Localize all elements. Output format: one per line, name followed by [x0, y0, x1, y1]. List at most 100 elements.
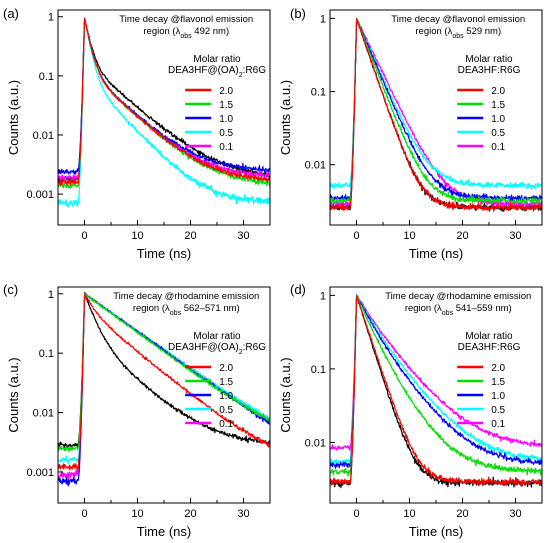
- y-axis-title: Counts (a.u.): [278, 357, 293, 432]
- legend-label: 1.5: [491, 100, 505, 111]
- legend-label: 1.5: [491, 377, 505, 388]
- legend-label: 2.0: [219, 86, 233, 97]
- annotation-line: region (λobs 541–559 nm): [405, 303, 512, 317]
- series-line-2.0: [58, 18, 270, 187]
- series-line-0.1: [58, 292, 270, 481]
- y-axis-title: Counts (a.u.): [278, 80, 293, 155]
- y-tick-label: 0.001: [26, 189, 54, 201]
- legend-title: DEA3HF:R6G: [458, 65, 521, 76]
- y-tick-label: 0.001: [26, 467, 54, 479]
- legend-label: 0.5: [219, 405, 233, 416]
- x-tick-label: 10: [403, 230, 415, 242]
- annotation-line: Time decay @flavonol emission: [391, 14, 525, 25]
- series-line-0.5: [58, 18, 270, 208]
- plot-frame: [329, 9, 543, 226]
- series-group: [58, 17, 270, 208]
- x-tick-label: 0: [353, 508, 359, 520]
- series-line-1.0: [330, 294, 542, 469]
- panel-label: (a): [3, 6, 19, 21]
- series-line-1.5: [330, 295, 542, 477]
- legend-label: 2.0: [491, 86, 505, 97]
- legend-label: 1.5: [219, 100, 233, 111]
- x-tick-label: 0: [81, 508, 87, 520]
- annotation-line: Time decay @flavonol emission: [119, 14, 253, 25]
- y-tick-label: 0.1: [311, 364, 326, 376]
- panel-label: (c): [3, 282, 18, 297]
- panel-d: (d) 0 10 20 30 0.01 0.1 1 Time (ns) Counts (a.u.)…: [278, 282, 543, 539]
- x-tick-label: 0: [353, 230, 359, 242]
- y-tick-label: 0.1: [39, 71, 54, 83]
- legend-title: Molar ratio: [465, 54, 513, 65]
- x-tick-label: 30: [509, 230, 521, 242]
- y-tick-label: 0.01: [33, 130, 54, 142]
- x-tick-label: 10: [131, 508, 143, 520]
- series-line-1.5: [330, 18, 542, 206]
- annotation-line: region (λobs 562–571 nm): [133, 303, 240, 317]
- legend-label: 0.1: [219, 142, 233, 153]
- y-tick-label: 0.1: [39, 348, 54, 360]
- legend-label: 2.0: [219, 363, 233, 374]
- series-group: [58, 291, 270, 487]
- legend-title: Molar ratio: [193, 331, 241, 342]
- x-axis-title: Time (ns): [137, 524, 191, 539]
- x-axis-title: Time (ns): [409, 246, 463, 261]
- x-tick-label: 0: [81, 230, 87, 242]
- series-group: [330, 293, 542, 489]
- legend-label: 1.0: [491, 114, 505, 125]
- x-axis-title: Time (ns): [137, 246, 191, 261]
- series-group: [330, 17, 542, 212]
- series-line-0.5: [330, 19, 542, 191]
- x-tick-label: 20: [184, 230, 196, 242]
- x-tick-label: 30: [509, 508, 521, 520]
- series-line-1.5: [58, 292, 270, 453]
- legend-title: DEA3HF:R6G: [458, 342, 521, 353]
- panel-a: (a) 0 10 20 30 0.001 0.01 0.1 1 Time (ns) Counts (…: [3, 6, 271, 261]
- legend-label: 1.0: [219, 391, 233, 402]
- plot-frame: [57, 286, 271, 504]
- y-tick-label: 1: [48, 289, 54, 301]
- panel-b: (b) 0 10 20 30 0.01 0.1 1 Time (ns) Counts (a.u.)…: [278, 6, 543, 261]
- x-tick-label: 20: [184, 508, 196, 520]
- y-tick-label: 1: [320, 13, 326, 25]
- annotation-line: region (λobs 529 nm): [415, 26, 501, 40]
- legend-title: Molar ratio: [193, 54, 241, 65]
- legend-label: 1.0: [491, 391, 505, 402]
- annotation-line: Time decay @rhodamine emission: [385, 291, 531, 302]
- legend-label: 2.0: [491, 363, 505, 374]
- legend-title: Molar ratio: [465, 331, 513, 342]
- x-tick-label: 30: [237, 508, 249, 520]
- series-line-1.0: [330, 19, 542, 203]
- legend-label: 0.1: [219, 419, 233, 430]
- legend-label: 0.1: [491, 142, 505, 153]
- series-line-extra: [330, 18, 542, 212]
- panel-c: (c) 0 10 20 30 0.001 0.01 0.1 1 Time (ns) Counts (…: [3, 282, 271, 539]
- x-tick-label: 20: [456, 508, 468, 520]
- series-line-2.0: [330, 17, 542, 212]
- legend-label: 0.5: [219, 128, 233, 139]
- x-axis-title: Time (ns): [409, 524, 463, 539]
- legend-label: 0.1: [491, 419, 505, 430]
- x-tick-label: 20: [456, 230, 468, 242]
- legend-label: 1.5: [219, 377, 233, 388]
- x-tick-label: 10: [403, 508, 415, 520]
- y-tick-label: 1: [48, 12, 54, 24]
- series-line-extra: [58, 294, 270, 449]
- x-tick-label: 10: [131, 230, 143, 242]
- y-tick-label: 0.1: [311, 87, 326, 99]
- legend-label: 1.0: [219, 114, 233, 125]
- y-axis-title: Counts (a.u.): [6, 80, 21, 155]
- annotation-line: region (λobs 492 nm): [143, 26, 229, 40]
- y-tick-label: 0.01: [305, 160, 326, 172]
- annotation-line: Time decay @rhodamine emission: [113, 291, 259, 302]
- series-line-1.0: [58, 291, 270, 487]
- y-tick-label: 1: [320, 290, 326, 302]
- legend-title: DEA3HF@(OA)2:R6G: [168, 342, 266, 356]
- y-tick-label: 0.01: [305, 437, 326, 449]
- legend-title: DEA3HF@(OA)2:R6G: [168, 65, 266, 79]
- panel-label: (d): [290, 282, 306, 297]
- series-line-2.0: [58, 293, 270, 472]
- series-line-0.1: [330, 294, 542, 451]
- legend-label: 0.5: [491, 128, 505, 139]
- panel-label: (b): [290, 6, 306, 21]
